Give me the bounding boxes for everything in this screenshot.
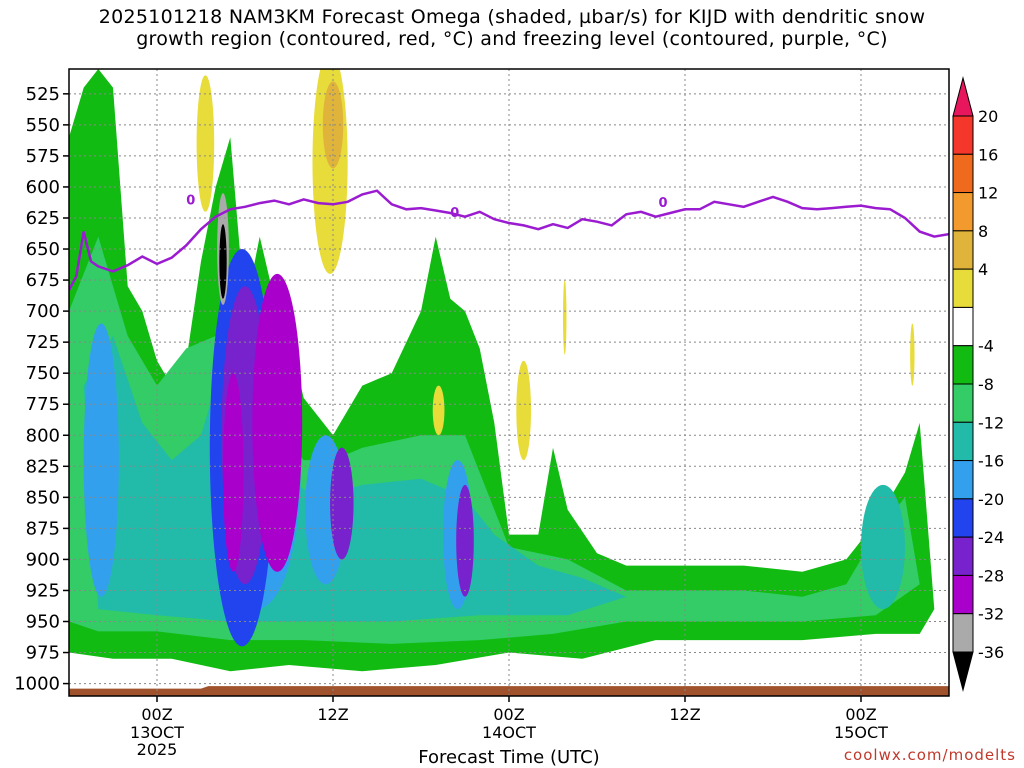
colorbar-label: -24: [978, 528, 1004, 547]
chart-title-line-1: 2025101218 NAM3KM Forecast Omega (shaded…: [98, 6, 926, 28]
y-tick-label: 975: [26, 643, 60, 664]
y-tick-label: 925: [26, 580, 60, 601]
colorbar-segment: [952, 421, 974, 462]
y-tick-label: 525: [26, 84, 60, 105]
y-tick-label: 750: [26, 363, 60, 384]
x-tick-sublabel: 13OCT: [130, 723, 184, 742]
colorbar-segment: [952, 345, 974, 385]
chart-title: 2025101218 NAM3KM Forecast Omega (shaded…: [0, 6, 1024, 50]
omega-descent-g: [562, 280, 567, 355]
colorbar: 20 16 12 8 4 -4 -8 -12 -16 -20 -24 -28 -32 -36: [952, 76, 1004, 692]
colorbar-segment: [952, 574, 974, 615]
omega-descent-a: [196, 75, 215, 212]
colorbar-label: -20: [978, 490, 1004, 509]
omega-descent-f: [910, 323, 915, 386]
x-tick-label: 00Z: [493, 705, 524, 724]
colorbar-segment: [952, 230, 974, 270]
y-tick-label: 950: [26, 612, 60, 633]
x-tick-label: 12Z: [669, 705, 700, 724]
x-tick-sublabel: 2025: [137, 740, 178, 759]
colorbar-bottom-arrow: [952, 651, 974, 692]
freezing-level-label: 0: [450, 206, 459, 221]
colorbar-label: -4: [978, 337, 994, 356]
x-tick-label: 12Z: [317, 705, 348, 724]
omega-core-minus16-a: [83, 323, 119, 597]
omega-core-minus24-a: [330, 447, 354, 560]
colorbar-segment: [952, 192, 974, 232]
freezing-level-label: 0: [186, 193, 195, 208]
colorbar-label: -12: [978, 413, 1004, 432]
x-tick-label: 00Z: [141, 705, 172, 724]
freezing-level-layer: 0 0 0: [69, 189, 949, 291]
omega-core-minus24-b: [456, 484, 474, 597]
omega-region-minus12-late: [861, 484, 905, 610]
chart-title-line-2: growth region (contoured, red, °C) and f…: [136, 28, 888, 50]
colorbar-segment: [952, 460, 974, 500]
colorbar-label: -8: [978, 375, 994, 394]
y-tick-label: 625: [26, 208, 60, 229]
colorbar-segment: [952, 153, 974, 194]
y-tick-label: 1000: [14, 674, 60, 695]
colorbar-label: -16: [978, 452, 1004, 471]
colorbar-segment: [952, 383, 974, 423]
colorbar-top-arrow: [952, 76, 974, 117]
omega-descent-e: [432, 385, 445, 436]
omega-core-minus36: [219, 224, 227, 299]
colorbar-label: 16: [978, 145, 998, 164]
freezing-level-label: 0: [658, 196, 667, 211]
colorbar-label: -32: [978, 605, 1004, 624]
colorbar-label: 4: [978, 260, 988, 279]
x-axis-label: Forecast Time (UTC): [418, 747, 599, 768]
colorbar-segment: [952, 613, 974, 653]
y-tick-label: 700: [26, 301, 60, 322]
x-tick-sublabel: 15OCT: [834, 723, 888, 742]
omega-core-minus28-b: [223, 373, 244, 572]
terrain-strip: [69, 686, 949, 696]
freezing-level-line: [69, 189, 949, 291]
y-tick-label: 775: [26, 394, 60, 415]
y-tick-label: 800: [26, 425, 60, 446]
colorbar-segment: [952, 306, 974, 347]
y-axis-ticks: 525 550 575 600 625 650 675 700 725 750 775 800 825 8…: [14, 84, 69, 695]
y-tick-label: 650: [26, 239, 60, 260]
y-tick-label: 825: [26, 456, 60, 477]
y-tick-label: 900: [26, 549, 60, 570]
colorbar-segment: [952, 115, 974, 155]
y-tick-label: 875: [26, 518, 60, 539]
omega-core-minus28: [252, 273, 303, 572]
colorbar-label: -36: [978, 643, 1004, 662]
watermark: coolwx.com/modelts: [843, 746, 1016, 764]
y-tick-label: 575: [26, 146, 60, 167]
colorbar-label: 12: [978, 184, 998, 203]
colorbar-segment: [952, 498, 974, 538]
omega-descent-d: [516, 360, 532, 461]
x-tick-label: 00Z: [845, 705, 876, 724]
y-tick-label: 850: [26, 487, 60, 508]
x-tick-sublabel: 14OCT: [482, 723, 536, 742]
y-tick-label: 675: [26, 270, 60, 291]
colorbar-label: -28: [978, 566, 1004, 585]
y-tick-label: 550: [26, 115, 60, 136]
y-tick-label: 725: [26, 332, 60, 353]
grid-lines: [69, 69, 949, 696]
y-tick-label: 600: [26, 177, 60, 198]
colorbar-segment: [952, 268, 974, 308]
colorbar-segment: [952, 536, 974, 576]
colorbar-label: 20: [978, 107, 998, 126]
colorbar-label: 8: [978, 222, 988, 241]
